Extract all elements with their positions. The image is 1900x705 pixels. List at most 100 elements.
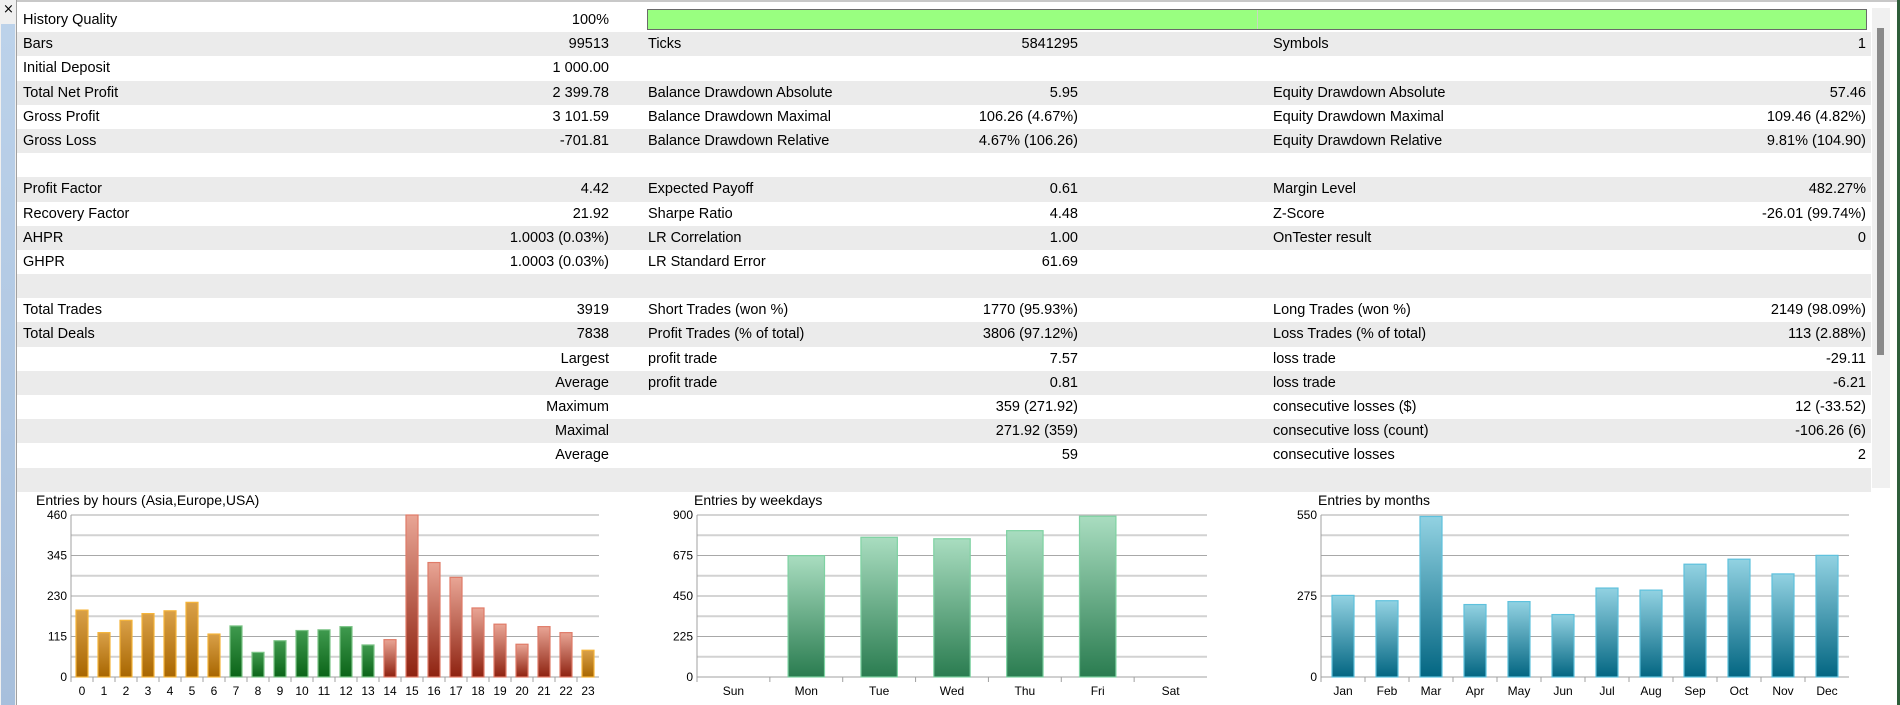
stat-value: 0 (1857, 229, 1866, 246)
bar-Apr (1463, 603, 1487, 678)
x-tick-label: 13 (361, 684, 375, 698)
x-tick-label: Feb (1377, 684, 1398, 698)
bar-Sep (1683, 563, 1707, 678)
stat-value: 1 (1857, 36, 1866, 53)
x-tick-label: 7 (233, 684, 240, 698)
stat-value: -701.81 (559, 132, 609, 149)
bar-Aug (1639, 589, 1663, 678)
chart-hours-title: Entries by hours (Asia,Europe,USA) (36, 492, 260, 508)
bar-14 (383, 639, 397, 678)
scrollbar-thumb[interactable] (1877, 28, 1884, 355)
stat-label: AHPR (23, 229, 64, 246)
y-tick-label: 0 (686, 670, 693, 684)
x-tick-label: Jul (1599, 684, 1614, 698)
table-row: Average 59 consecutive losses 2 (17, 443, 1871, 467)
table-row: Total Net Profit 2 399.78 Balance Drawdown… (17, 80, 1871, 105)
x-tick-label: 14 (383, 684, 397, 698)
x-tick-label: 18 (471, 684, 485, 698)
x-tick-label: May (1508, 684, 1531, 698)
stat-value: 4.48 (1049, 205, 1078, 222)
side-panel-tab[interactable] (1, 24, 15, 705)
side-panel-strip: × (0, 0, 17, 705)
history-quality-bar (647, 9, 1867, 30)
stat-value: 0.61 (1049, 181, 1078, 198)
stat-label: Equity Drawdown Absolute (1273, 84, 1446, 101)
close-icon[interactable]: × (3, 2, 14, 17)
bar-1 (97, 632, 111, 678)
bar-4 (163, 610, 177, 678)
x-tick-label: 16 (427, 684, 441, 698)
bar-Jan (1331, 594, 1355, 678)
stat-value: 271.92 (359) (995, 423, 1078, 440)
table-row: Profit Factor 4.42 Expected Payoff 0.61 Marg… (17, 177, 1871, 202)
bar-15 (405, 514, 419, 678)
x-tick-label: 8 (255, 684, 262, 698)
stat-label: Profit Factor (23, 181, 102, 198)
stat-label: Equity Drawdown Maximal (1273, 108, 1444, 125)
y-tick-label: 675 (673, 549, 693, 563)
chart-months-title: Entries by months (1318, 492, 1431, 508)
bar-divider (1257, 10, 1258, 29)
x-tick-label: Thu (1015, 684, 1036, 698)
y-tick-label: 345 (47, 549, 67, 563)
table-row (17, 153, 1871, 177)
x-tick-label: Dec (1816, 684, 1837, 698)
table-row: Bars 99513 Ticks 5841295 Symbols 1 (17, 32, 1871, 57)
stat-label: Balance Drawdown Absolute (648, 84, 833, 101)
table-row: Initial Deposit 1 000.00 (17, 56, 1871, 80)
table-row: GHPR 1.0003 (0.03%) LR Standard Error 61.69 (17, 250, 1871, 274)
stat-value: -29.11 (1825, 350, 1866, 367)
table-row: Gross Loss -701.81 Balance Drawdown Relati… (17, 128, 1871, 154)
stat-label: LR Standard Error (648, 253, 766, 270)
x-tick-label: Nov (1772, 684, 1793, 698)
x-tick-label: 4 (167, 684, 174, 698)
table-row: Average profit trade 0.81 loss trade -6.21 (17, 370, 1871, 395)
stat-label: Total Trades (23, 302, 102, 319)
stat-value: 61.69 (1041, 253, 1078, 270)
x-tick-label: 12 (339, 684, 353, 698)
bar-19 (493, 623, 507, 678)
stat-label: Sharpe Ratio (648, 205, 733, 222)
stat-value: 59 (1061, 447, 1078, 464)
bar-7 (229, 625, 243, 678)
x-tick-label: 5 (189, 684, 196, 698)
x-tick-label: 2 (123, 684, 130, 698)
x-tick-label: 21 (537, 684, 551, 698)
stat-value: 12 (-33.52) (1795, 399, 1866, 415)
stat-value: Maximal (555, 423, 609, 440)
bar-13 (361, 644, 375, 678)
bar-Mon (787, 555, 826, 678)
stat-value: 9.81% (104.90) (1766, 132, 1866, 149)
stat-value: 3919 (576, 302, 609, 319)
stat-value: Average (555, 447, 609, 464)
stat-label: OnTester result (1273, 229, 1372, 246)
stat-value: 57.46 (1829, 84, 1866, 101)
stat-value: 3806 (97.12%) (982, 326, 1078, 343)
stat-label: LR Correlation (648, 229, 742, 246)
stat-label: Profit Trades (% of total) (648, 326, 805, 343)
x-tick-label: 0 (79, 684, 86, 698)
stat-label: Total Net Profit (23, 84, 119, 101)
stat-label: GHPR (23, 253, 65, 270)
report-table: History Quality 100% Bars 99513 Ticks 58412… (17, 8, 1871, 492)
y-tick-label: 450 (673, 589, 693, 603)
x-tick-label: Sun (723, 684, 744, 698)
stat-value: 1.0003 (0.03%) (509, 253, 609, 270)
stat-label: Gross Loss (23, 132, 97, 149)
stat-value: Maximum (546, 399, 609, 415)
y-tick-label: 115 (48, 630, 67, 644)
x-tick-label: Fri (1091, 684, 1105, 698)
stat-value: 0.81 (1049, 374, 1078, 391)
table-row: AHPR 1.0003 (0.03%) LR Correlation 1.00 OnTe… (17, 225, 1871, 250)
stat-label: Total Deals (23, 326, 95, 343)
stat-value: 21.92 (572, 205, 609, 222)
stat-value: 1.00 (1049, 229, 1078, 246)
x-tick-label: Jan (1333, 684, 1352, 698)
vertical-scrollbar[interactable] (1872, 8, 1890, 488)
stat-value: -106.26 (6) (1795, 423, 1866, 440)
stat-label: Ticks (648, 36, 682, 53)
stat-label: Symbols (1273, 36, 1329, 53)
stat-value: 1.0003 (0.03%) (509, 229, 609, 246)
stat-value: 106.26 (4.67%) (978, 108, 1078, 125)
stat-value: 4.67% (106.26) (978, 132, 1078, 149)
